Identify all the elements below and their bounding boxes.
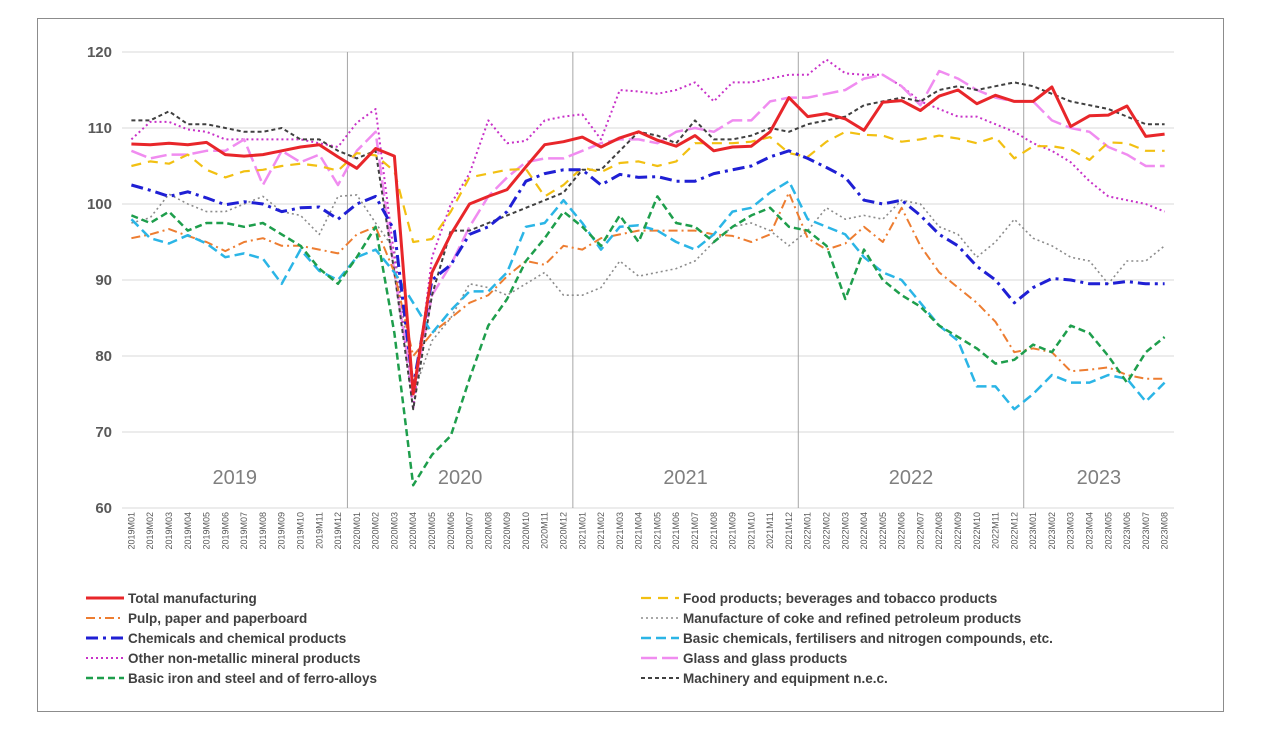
legend-label: Chemicals and chemical products <box>128 631 346 646</box>
series-line-basic-chemicals-fertilisers-and-nitrogen-compounds-etc <box>130 179 1166 411</box>
series-line-other-non-metallic-mineral-products <box>130 58 1165 411</box>
series-lines <box>130 58 1166 487</box>
x-tick-label: 2021M12 <box>784 512 794 550</box>
legend-label: Total manufacturing <box>128 591 257 606</box>
x-tick-label: 2021M10 <box>746 512 756 550</box>
x-tick-label: 2019M02 <box>145 512 155 550</box>
x-tick-label: 2019M09 <box>277 512 287 550</box>
legend-label: Food products; beverages and tobacco pro… <box>683 591 997 606</box>
chart-frame: 60 70 80 90 100 110 120 2019M01 2019M02 2019M03 2… <box>37 18 1224 712</box>
x-tick-label: 2020M08 <box>483 512 493 550</box>
year-labels: 2019 2020 2021 2022 2023 <box>212 467 1121 489</box>
legend-label: Machinery and equipment n.e.c. <box>683 671 888 686</box>
legend-label: Pulp, paper and paperboard <box>128 611 307 626</box>
x-tick-label: 2021M11 <box>765 512 775 549</box>
y-tick-label: 120 <box>87 44 112 61</box>
y-tick-label: 70 <box>95 424 112 441</box>
x-tick-label: 2020M03 <box>389 512 399 550</box>
x-tick-label: 2021M08 <box>709 512 719 550</box>
x-tick-label: 2023M02 <box>1047 512 1057 550</box>
legend-label: Glass and glass products <box>683 651 847 666</box>
year-label: 2023 <box>1077 467 1122 489</box>
x-tick-label: 2023M04 <box>1084 512 1094 550</box>
x-tick-label: 2023M08 <box>1160 512 1170 550</box>
year-label: 2021 <box>663 467 708 489</box>
y-tick-label: 110 <box>88 120 112 137</box>
x-tick-label: 2020M04 <box>408 512 418 550</box>
x-tick-label: 2022M07 <box>915 512 925 550</box>
x-tick-label: 2020M10 <box>521 512 531 550</box>
x-tick-label: 2020M01 <box>352 512 362 550</box>
x-tick-label: 2019M08 <box>258 512 268 550</box>
series-line-machinery-and-equipment-n-e-c <box>131 81 1165 411</box>
x-tick-label: 2021M04 <box>634 512 644 550</box>
x-tick-label: 2021M05 <box>652 512 662 550</box>
x-tick-label: 2021M03 <box>615 512 625 550</box>
x-tick-label: 2022M02 <box>821 512 831 550</box>
y-tick-label: 80 <box>95 348 112 365</box>
x-tick-label: 2022M08 <box>934 512 944 550</box>
series-line-chemicals-and-chemical-products <box>130 149 1165 388</box>
x-tick-label: 2022M11 <box>991 512 1001 549</box>
x-tick-label: 2020M05 <box>427 512 437 550</box>
y-axis: 60 70 80 90 100 110 120 <box>87 44 112 517</box>
x-tick-label: 2019M05 <box>202 512 212 550</box>
x-tick-label: 2021M06 <box>671 512 681 550</box>
x-tick-label: 2022M06 <box>897 512 907 550</box>
x-tick-label: 2019M01 <box>126 512 136 550</box>
x-tick-label: 2023M07 <box>1141 512 1151 550</box>
series-line-pulp-paper-and-paperboard <box>131 191 1165 380</box>
x-tick-label: 2021M01 <box>577 512 587 550</box>
x-tick-label: 2019M11 <box>314 512 324 549</box>
x-tick-label: 2020M12 <box>558 512 568 550</box>
x-tick-label: 2020M11 <box>540 512 550 549</box>
x-tick-label: 2022M09 <box>953 512 963 550</box>
series-line-total-manufacturing <box>131 85 1165 396</box>
year-label: 2022 <box>889 467 934 489</box>
y-tick-label: 100 <box>87 196 112 213</box>
x-tick-label: 2019M07 <box>239 512 249 550</box>
x-tick-label: 2022M04 <box>859 512 869 550</box>
x-tick-label: 2019M06 <box>220 512 230 550</box>
x-tick-label: 2022M01 <box>803 512 813 550</box>
x-tick-label: 2023M05 <box>1103 512 1113 550</box>
legend-label: Other non-metallic mineral products <box>128 651 361 666</box>
legend-label: Manufacture of coke and refined petroleu… <box>683 611 1021 626</box>
x-tick-label: 2020M07 <box>465 512 475 550</box>
x-tick-label: 2023M01 <box>1028 512 1038 550</box>
x-tick-label: 2022M12 <box>1009 512 1019 550</box>
x-tick-label: 2021M02 <box>596 512 606 550</box>
x-tick-label: 2022M03 <box>840 512 850 550</box>
y-tick-label: 60 <box>95 500 112 517</box>
legend-label: Basic iron and steel and of ferro-alloys <box>128 671 377 686</box>
x-tick-label: 2023M03 <box>1066 512 1076 550</box>
x-tick-label: 2019M03 <box>164 512 174 550</box>
x-tick-label: 2019M04 <box>183 512 193 550</box>
x-tick-label: 2019M10 <box>295 512 305 550</box>
x-tick-label: 2020M06 <box>446 512 456 550</box>
legend-label: Basic chemicals, fertilisers and nitroge… <box>683 631 1053 646</box>
year-label: 2020 <box>438 467 483 489</box>
legend: Total manufacturing Food products; bevera… <box>86 591 1053 686</box>
series-line-basic-iron-and-steel-and-of-ferro-alloys <box>130 195 1166 487</box>
x-tick-label: 2021M07 <box>690 512 700 550</box>
x-axis: 2019M01 2019M02 2019M03 2019M04 2019M05 2019M… <box>126 512 1169 550</box>
year-label: 2019 <box>212 467 257 489</box>
x-tick-label: 2020M02 <box>371 512 381 550</box>
series-line-food-products-beverages-and-tobacco-products <box>131 130 1165 244</box>
gridlines <box>122 51 1174 509</box>
series-line-manufacture-of-coke-and-refined-petroleum-products <box>131 193 1166 395</box>
x-tick-label: 2023M06 <box>1122 512 1132 550</box>
x-tick-label: 2022M10 <box>972 512 982 550</box>
y-tick-label: 90 <box>95 272 112 289</box>
x-tick-label: 2022M05 <box>878 512 888 550</box>
x-tick-label: 2021M09 <box>728 512 738 550</box>
x-tick-label: 2020M09 <box>502 512 512 550</box>
x-tick-label: 2019M12 <box>333 512 343 550</box>
